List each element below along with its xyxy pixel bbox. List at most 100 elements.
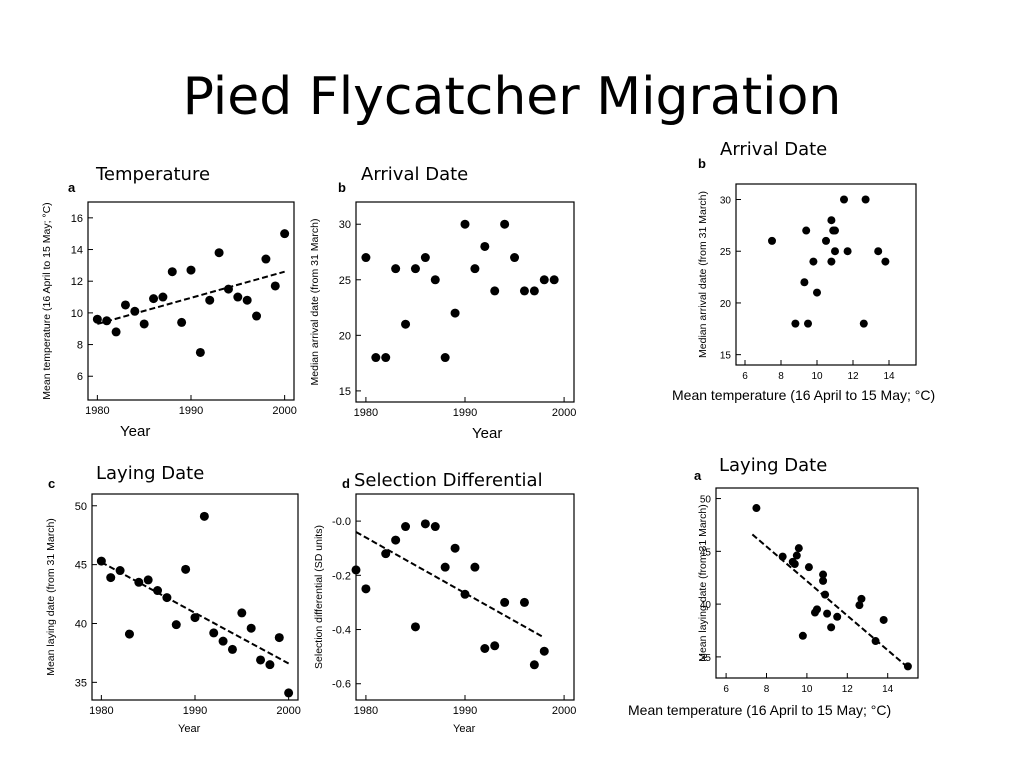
data-point — [261, 254, 271, 264]
data-point — [401, 522, 411, 532]
x-tick-label: 10 — [811, 371, 823, 382]
data-point — [821, 590, 830, 599]
data-point — [480, 644, 490, 653]
data-point — [549, 275, 559, 285]
x-tick-label: 2000 — [272, 405, 296, 417]
laying-date-by-year-chart: 1980 1990 2000 35 40 45 50 Year Mean laying date… — [45, 476, 301, 735]
data-point — [822, 236, 830, 245]
y-tick-label: -0.2 — [332, 570, 351, 582]
plot-frame — [715, 487, 919, 679]
data-point — [903, 662, 912, 671]
selection-differential-by-year-chart: 1980 1990 2000 -0.0 -0.2 -0.4 -0.6 Year Selectio… — [313, 476, 576, 735]
data-point — [270, 281, 280, 291]
data-point — [800, 278, 809, 287]
data-point — [252, 311, 262, 321]
x-tick-label: 14 — [883, 371, 895, 382]
data-point — [205, 295, 215, 305]
data-point — [223, 284, 233, 294]
data-point — [480, 241, 490, 251]
y-tick-label: 50 — [700, 495, 712, 506]
data-point — [794, 544, 803, 553]
data-point — [470, 562, 480, 572]
data-point — [861, 195, 870, 204]
x-tick-label: 1990 — [179, 405, 203, 417]
y-tick-label: 30 — [720, 196, 732, 207]
x-tick-label: 1980 — [354, 407, 378, 419]
data-point — [162, 593, 172, 603]
data-point — [752, 504, 761, 513]
trend-line — [355, 531, 545, 639]
y-axis-label: Mean laying date (from 31 March) — [697, 504, 709, 662]
data-point — [519, 597, 529, 607]
x-tick-label: 1990 — [183, 705, 207, 717]
data-point — [381, 353, 391, 363]
data-point — [420, 253, 430, 263]
data-point — [500, 597, 510, 607]
laying-date-by-temperature-chart: 6 8 10 12 14 35 40 45 50 Mean temperature (16 Apr… — [628, 468, 919, 718]
caption-laying-date-left: Laying Date — [96, 463, 205, 485]
panel-label: d — [342, 476, 350, 491]
y-tick-label: 15 — [339, 386, 351, 398]
plot-frame — [355, 201, 575, 403]
x-tick-label: 10 — [801, 684, 813, 695]
data-point — [237, 608, 247, 618]
data-point — [195, 347, 205, 357]
data-point — [246, 623, 256, 633]
data-point — [831, 247, 839, 256]
data-point — [843, 247, 852, 256]
data-point — [265, 660, 275, 670]
data-point — [227, 644, 237, 654]
data-point — [381, 549, 391, 559]
data-point — [819, 570, 828, 579]
data-point — [167, 267, 177, 277]
data-point — [833, 612, 842, 621]
x-tick-label: 12 — [842, 684, 854, 695]
data-point — [361, 253, 371, 263]
data-point — [149, 294, 159, 304]
x-tick-label: 2000 — [552, 407, 576, 419]
data-point — [490, 641, 500, 651]
data-point — [420, 519, 430, 529]
data-point — [209, 628, 219, 638]
y-tick-label: 25 — [720, 247, 732, 258]
y-axis-label: Mean laying date (from 31 March) — [45, 518, 57, 676]
data-point — [840, 195, 848, 204]
x-tick-label: 1990 — [453, 407, 477, 419]
data-point — [430, 522, 440, 532]
y-tick-label: 40 — [75, 618, 87, 630]
y-tick-label: 12 — [71, 276, 83, 288]
x-tick-label: 1980 — [85, 405, 109, 417]
data-point — [802, 226, 811, 235]
y-tick-label: 20 — [720, 299, 732, 310]
x-tick-label: 1980 — [354, 705, 378, 717]
data-point — [804, 319, 812, 328]
panel-label: c — [48, 476, 55, 491]
data-point — [242, 295, 252, 305]
arrival-date-by-year-chart: 1980 1990 2000 15 20 25 30 Year Median arrival d… — [309, 180, 576, 442]
panel-label: b — [698, 156, 706, 171]
panel-label: b — [338, 180, 346, 195]
data-point — [440, 353, 450, 363]
y-tick-label: 10 — [71, 308, 83, 320]
slide-title: Pied Flycatcher Migration — [182, 67, 842, 127]
x-tick-label: 1990 — [453, 705, 477, 717]
data-point — [274, 633, 284, 643]
y-tick-label: 6 — [77, 371, 83, 383]
y-tick-label: 8 — [77, 340, 83, 352]
y-tick-label: -0.0 — [332, 516, 351, 528]
data-point — [256, 655, 266, 665]
y-tick-label: 14 — [71, 245, 83, 257]
x-tick-label: 1980 — [89, 705, 113, 717]
y-tick-label: -0.4 — [332, 625, 351, 637]
data-point — [280, 229, 290, 239]
data-point — [440, 562, 450, 572]
data-point — [391, 264, 401, 274]
x-axis-label: Mean temperature (16 April to 15 May; °C… — [672, 387, 935, 403]
panel-label: a — [694, 468, 702, 483]
x-tick-label: 8 — [764, 684, 770, 695]
plot-frame — [91, 493, 299, 701]
data-point — [460, 589, 470, 599]
y-axis-label: Median arrival date (from 31 March) — [309, 219, 321, 386]
data-point — [233, 292, 243, 302]
data-point — [158, 292, 168, 302]
